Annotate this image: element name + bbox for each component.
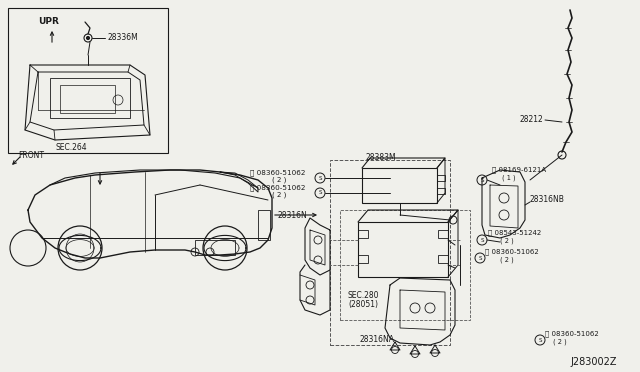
Circle shape (10, 230, 46, 266)
Text: 28316NA: 28316NA (360, 336, 395, 344)
Text: 28316NB: 28316NB (530, 196, 565, 205)
Text: 28316N: 28316N (278, 211, 308, 219)
Bar (362, 168, 437, 203)
Bar (437, 175, 445, 181)
Bar (358, 222, 448, 277)
Circle shape (58, 226, 102, 270)
Text: Ⓢ 08360-51062: Ⓢ 08360-51062 (545, 331, 599, 337)
Bar (438, 255, 448, 263)
Bar (60, 85, 115, 113)
Text: Ⓢ 08543-51242: Ⓢ 08543-51242 (488, 230, 541, 236)
Text: Ⓢ 08169-6121A: Ⓢ 08169-6121A (492, 167, 546, 173)
Circle shape (84, 34, 92, 42)
Text: S: S (480, 237, 484, 243)
Bar (258, 210, 270, 240)
Bar (340, 210, 470, 320)
Text: ( 2 ): ( 2 ) (272, 177, 286, 183)
Text: Ⓢ 08360-51062: Ⓢ 08360-51062 (250, 170, 305, 176)
Text: 28383M: 28383M (365, 153, 396, 161)
Text: 28336M: 28336M (107, 33, 138, 42)
Text: S: S (478, 256, 482, 260)
Bar (437, 188, 445, 194)
Text: ( 2 ): ( 2 ) (500, 257, 514, 263)
Text: ( 2 ): ( 2 ) (500, 238, 514, 244)
Circle shape (86, 36, 90, 39)
Text: FRONT: FRONT (18, 151, 44, 160)
Text: UPR: UPR (38, 17, 59, 26)
Text: (28051): (28051) (348, 301, 378, 310)
Bar (8, 8, 168, 153)
Circle shape (66, 234, 94, 262)
Bar (358, 255, 368, 263)
Text: J283002Z: J283002Z (570, 357, 616, 367)
Text: S: S (538, 337, 541, 343)
Text: SEC.264: SEC.264 (55, 144, 86, 153)
Text: 28212: 28212 (520, 115, 544, 125)
Text: S: S (318, 190, 322, 196)
Text: ( 2 ): ( 2 ) (553, 339, 567, 345)
Bar (438, 230, 448, 238)
Bar (358, 230, 368, 238)
Bar (330, 160, 450, 345)
Text: Ⓢ 08360-51062: Ⓢ 08360-51062 (485, 249, 539, 255)
Text: ( 2 ): ( 2 ) (272, 192, 286, 198)
Text: Ⓢ 08360-51062: Ⓢ 08360-51062 (250, 185, 305, 191)
Text: SEC.280: SEC.280 (348, 291, 380, 299)
Bar (195, 240, 235, 255)
Text: ( 1 ): ( 1 ) (502, 175, 516, 181)
Bar (50, 78, 130, 118)
Circle shape (203, 226, 247, 270)
Text: S: S (480, 177, 484, 183)
Text: S: S (318, 176, 322, 180)
